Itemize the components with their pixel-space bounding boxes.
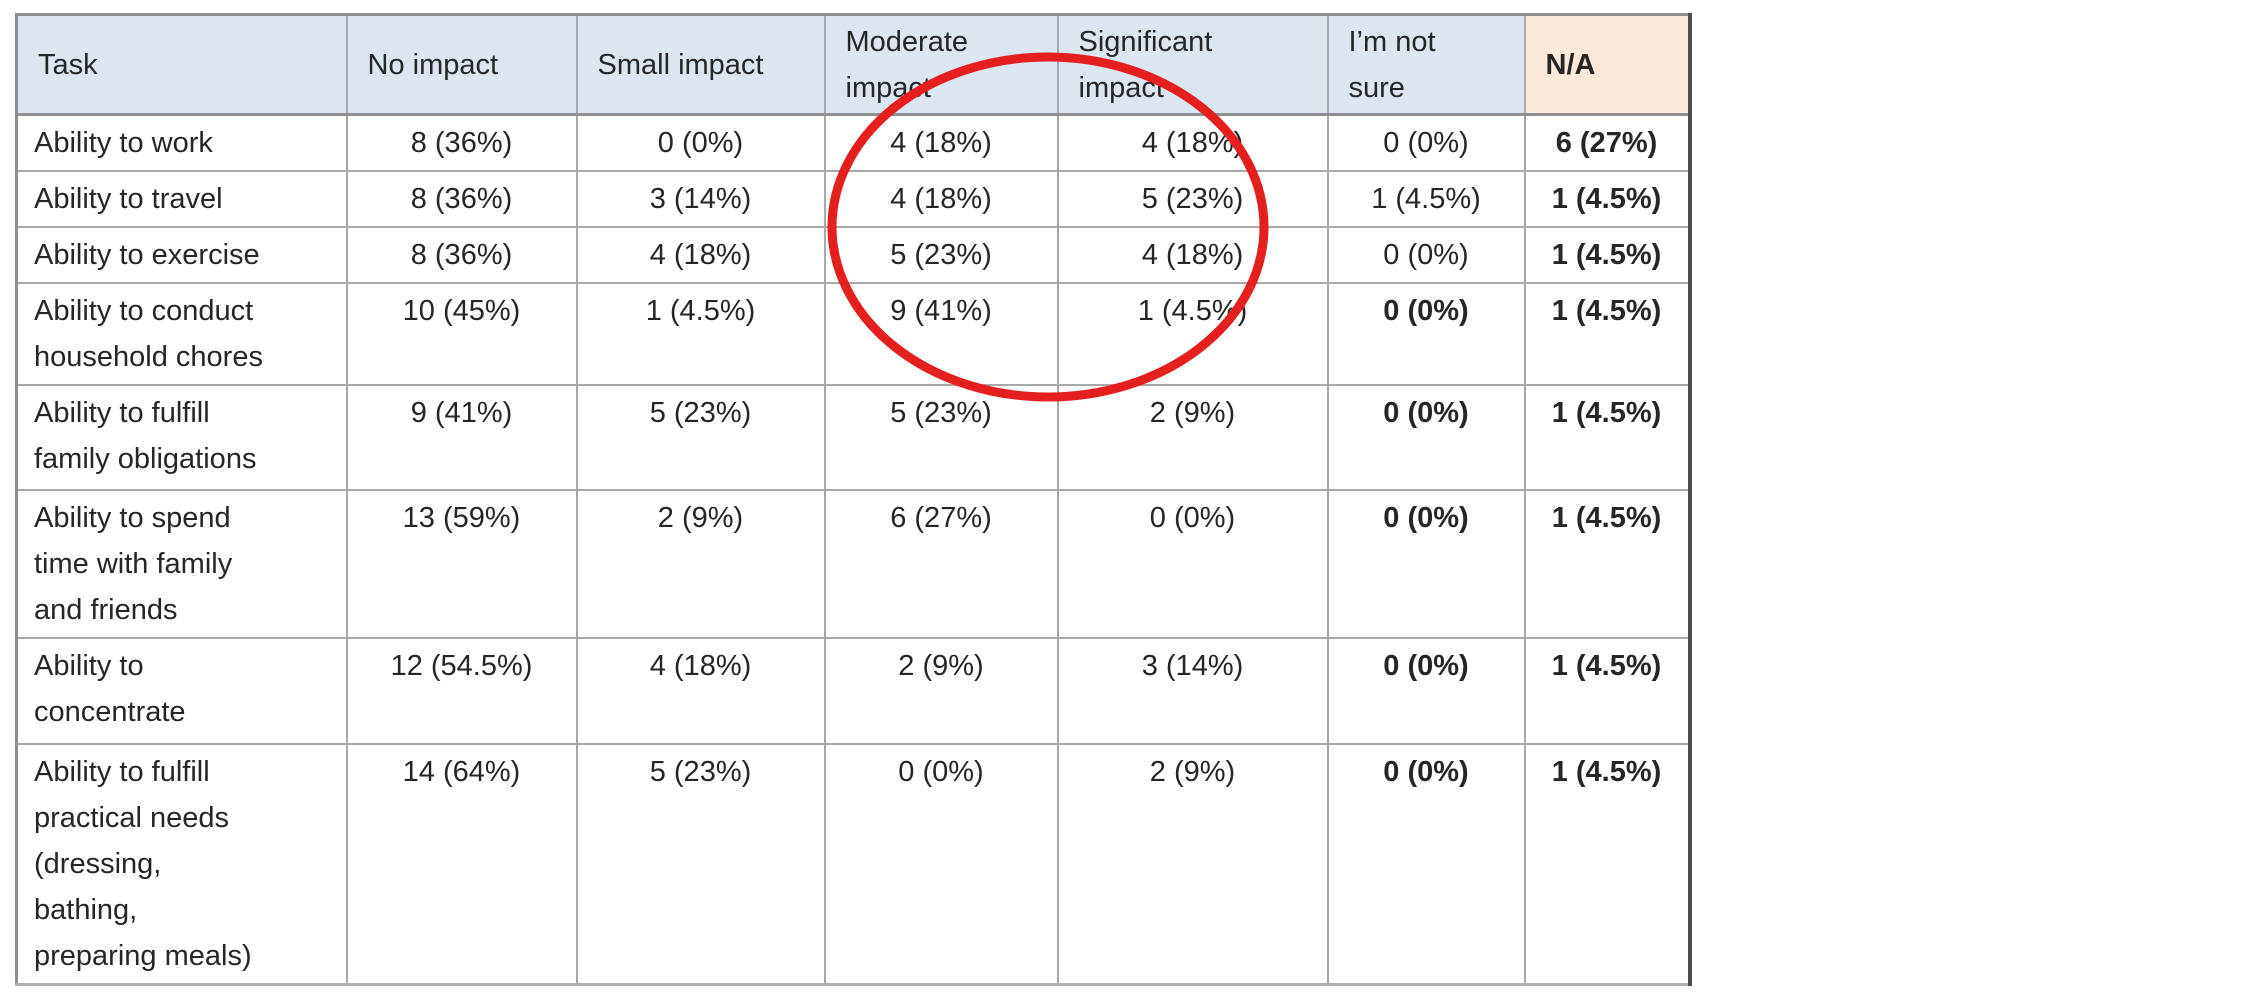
value-cell: 3 (14%) bbox=[1056, 637, 1329, 745]
value-cell: 5 (23%) bbox=[1056, 170, 1329, 228]
table-row: Ability to spend time with family and fr… bbox=[15, 489, 1691, 639]
task-cell: Ability to travel bbox=[15, 170, 348, 228]
column-header-moderate-impact: Moderate impact bbox=[823, 13, 1059, 116]
value-cell: 13 (59%) bbox=[345, 489, 578, 639]
task-cell: Ability to fulfill family obligations bbox=[15, 384, 348, 491]
value-cell: 8 (36%) bbox=[345, 113, 578, 172]
task-cell: Ability to spend time with family and fr… bbox=[15, 489, 348, 639]
table-row: Ability to travel 8 (36%) 3 (14%) 4 (18%) 5 … bbox=[15, 170, 1691, 228]
value-cell: 8 (36%) bbox=[345, 226, 578, 284]
table-row: Ability to work 8 (36%) 0 (0%) 4 (18%) 4 (18… bbox=[15, 113, 1691, 172]
value-cell: 0 (0%) bbox=[1326, 113, 1526, 172]
value-cell: 5 (23%) bbox=[823, 226, 1059, 284]
value-cell: 10 (45%) bbox=[345, 282, 578, 386]
impact-table: Task No impact Small impact Moderate imp… bbox=[15, 13, 1692, 986]
task-cell: Ability to work bbox=[15, 113, 348, 172]
value-cell: 1 (4.5%) bbox=[1523, 637, 1691, 745]
column-header-no-impact: No impact bbox=[345, 13, 578, 116]
value-cell: 4 (18%) bbox=[575, 637, 826, 745]
value-cell: 1 (4.5%) bbox=[1523, 489, 1691, 639]
value-cell: 9 (41%) bbox=[345, 384, 578, 491]
column-header-task: Task bbox=[15, 13, 348, 116]
value-cell: 12 (54.5%) bbox=[345, 637, 578, 745]
value-cell: 0 (0%) bbox=[1326, 637, 1526, 745]
value-cell: 1 (4.5%) bbox=[1523, 282, 1691, 386]
value-cell: 4 (18%) bbox=[1056, 226, 1329, 284]
header-row: Task No impact Small impact Moderate imp… bbox=[15, 13, 1691, 116]
column-header-im-not-sure: I’m not sure bbox=[1326, 13, 1526, 116]
value-cell: 1 (4.5%) bbox=[575, 282, 826, 386]
value-cell: 1 (4.5%) bbox=[1523, 170, 1691, 228]
value-cell: 0 (0%) bbox=[575, 113, 826, 172]
value-cell: 1 (4.5%) bbox=[1326, 170, 1526, 228]
value-cell: 4 (18%) bbox=[1056, 113, 1329, 172]
value-cell: 1 (4.5%) bbox=[1523, 384, 1691, 491]
value-cell: 3 (14%) bbox=[575, 170, 826, 228]
table-row: Ability to conduct household chores 10 (4… bbox=[15, 282, 1691, 386]
value-cell: 1 (4.5%) bbox=[1523, 226, 1691, 284]
value-cell: 2 (9%) bbox=[1056, 384, 1329, 491]
task-cell: Ability to exercise bbox=[15, 226, 348, 284]
table-row: Ability to fulfill family obligations 9 (… bbox=[15, 384, 1691, 491]
value-cell: 9 (41%) bbox=[823, 282, 1059, 386]
value-cell: 2 (9%) bbox=[1056, 743, 1329, 986]
column-header-small-impact: Small impact bbox=[575, 13, 826, 116]
value-cell: 6 (27%) bbox=[823, 489, 1059, 639]
value-cell: 0 (0%) bbox=[1326, 743, 1526, 986]
value-cell: 6 (27%) bbox=[1523, 113, 1691, 172]
value-cell: 5 (23%) bbox=[575, 743, 826, 986]
value-cell: 4 (18%) bbox=[575, 226, 826, 284]
table-row: Ability to concentrate 12 (54.5%) 4 (18%) 2… bbox=[15, 637, 1691, 745]
value-cell: 2 (9%) bbox=[823, 637, 1059, 745]
value-cell: 1 (4.5%) bbox=[1523, 743, 1691, 986]
table-row: Ability to fulfill practical needs (dres… bbox=[15, 743, 1691, 986]
value-cell: 1 (4.5%) bbox=[1056, 282, 1329, 386]
value-cell: 0 (0%) bbox=[1326, 282, 1526, 386]
value-cell: 14 (64%) bbox=[345, 743, 578, 986]
value-cell: 4 (18%) bbox=[823, 113, 1059, 172]
value-cell: 0 (0%) bbox=[1326, 489, 1526, 639]
task-cell: Ability to fulfill practical needs (dres… bbox=[15, 743, 348, 986]
value-cell: 8 (36%) bbox=[345, 170, 578, 228]
value-cell: 2 (9%) bbox=[575, 489, 826, 639]
column-header-significant-impact: Significant impact bbox=[1056, 13, 1329, 116]
task-cell: Ability to concentrate bbox=[15, 637, 348, 745]
value-cell: 0 (0%) bbox=[1326, 384, 1526, 491]
value-cell: 0 (0%) bbox=[1056, 489, 1329, 639]
value-cell: 4 (18%) bbox=[823, 170, 1059, 228]
value-cell: 5 (23%) bbox=[575, 384, 826, 491]
table-row: Ability to exercise 8 (36%) 4 (18%) 5 (23%)… bbox=[15, 226, 1691, 284]
column-header-na: N/A bbox=[1523, 13, 1691, 116]
value-cell: 0 (0%) bbox=[1326, 226, 1526, 284]
value-cell: 0 (0%) bbox=[823, 743, 1059, 986]
task-cell: Ability to conduct household chores bbox=[15, 282, 348, 386]
value-cell: 5 (23%) bbox=[823, 384, 1059, 491]
